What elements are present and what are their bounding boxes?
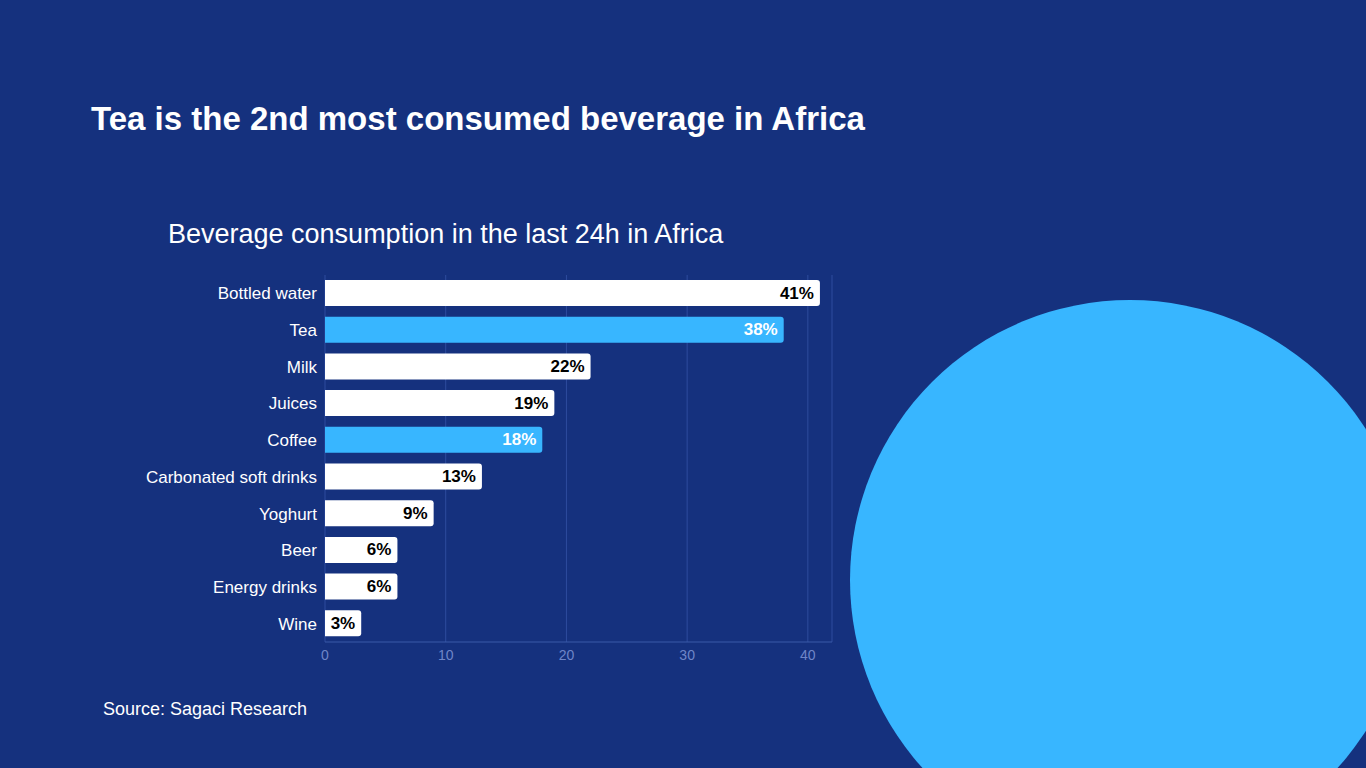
- svg-text:6%: 6%: [367, 577, 392, 596]
- svg-text:Bottled water: Bottled water: [218, 284, 318, 303]
- svg-text:Coffee: Coffee: [267, 431, 317, 450]
- svg-text:3%: 3%: [331, 614, 356, 633]
- svg-text:13%: 13%: [442, 467, 476, 486]
- svg-text:22%: 22%: [551, 357, 585, 376]
- svg-text:Beer: Beer: [281, 541, 317, 560]
- svg-text:6%: 6%: [367, 540, 392, 559]
- svg-text:Yoghurt: Yoghurt: [259, 505, 317, 524]
- svg-text:Carbonated soft drinks: Carbonated soft drinks: [146, 468, 317, 487]
- svg-text:Juices: Juices: [269, 394, 317, 413]
- svg-text:20: 20: [559, 647, 575, 663]
- html-text:Beverage consumption in the la: Beverage consumption in the last 24h in …: [168, 219, 724, 249]
- svg-text:0: 0: [321, 647, 329, 663]
- svg-text:30: 30: [679, 647, 695, 663]
- svg-text:Milk: Milk: [287, 358, 318, 377]
- svg-text:41%: 41%: [780, 284, 814, 303]
- svg-text:18%: 18%: [502, 430, 536, 449]
- svg-text:38%: 38%: [744, 320, 778, 339]
- svg-text:Energy drinks: Energy drinks: [213, 578, 317, 597]
- svg-text:Tea: Tea: [290, 321, 318, 340]
- svg-text:10: 10: [438, 647, 454, 663]
- svg-text:19%: 19%: [514, 394, 548, 413]
- svg-text:40: 40: [800, 647, 816, 663]
- html-text:Source: Sagaci Research: Source: Sagaci Research: [103, 699, 308, 719]
- html-text:Tea is the 2nd most consumed b: Tea is the 2nd most consumed beverage in…: [91, 100, 865, 137]
- svg-text:Wine: Wine: [278, 615, 317, 634]
- svg-text:9%: 9%: [403, 504, 428, 523]
